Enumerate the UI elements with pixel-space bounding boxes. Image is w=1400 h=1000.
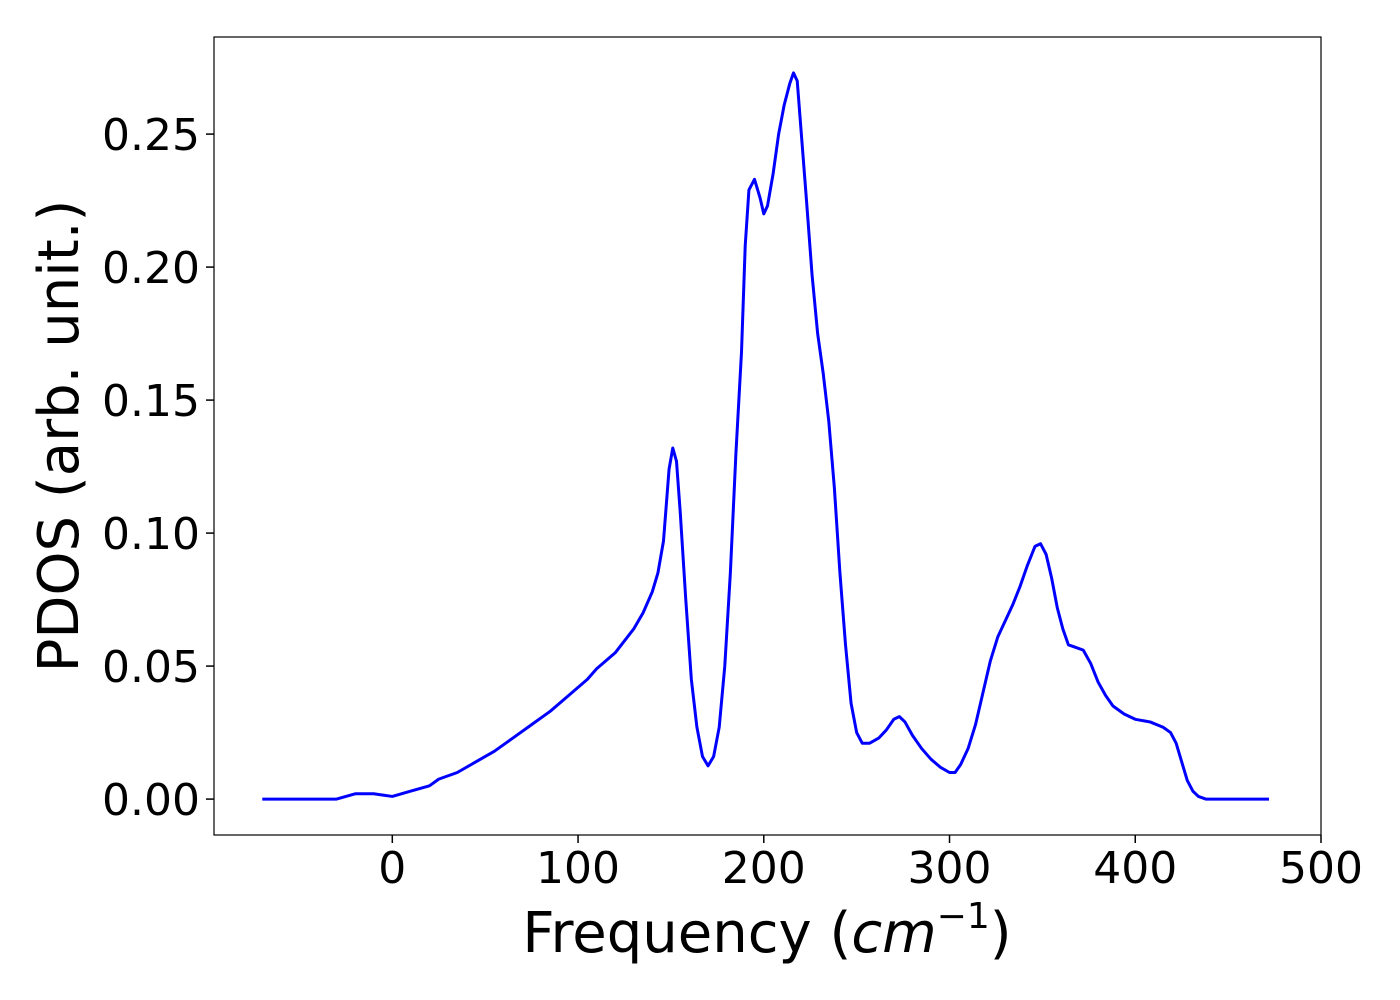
x-axis-label: Frequency (cm−1) [522,896,1011,966]
y-tick-label: 0.05 [102,642,200,693]
y-axis-label: PDOS (arb. unit.) [27,200,92,673]
x-label-part: Frequency ( [522,901,851,966]
x-tick-label: 0 [378,843,406,894]
y-tick-label: 0.20 [102,243,200,294]
x-label-part: −1 [937,896,990,937]
x-tick-label: 400 [1093,843,1177,894]
y-tick-label: 0.15 [102,376,200,427]
y-tick-label: 0.00 [102,775,200,826]
x-label-part: cm [851,901,936,966]
plot-frame [213,36,1322,836]
x-tick-label: 100 [536,843,620,894]
x-tick-label: 200 [722,843,806,894]
x-tick-label: 300 [908,843,992,894]
x-label-part: ) [990,901,1012,966]
data-line [262,71,1269,801]
y-tick-label: 0.10 [102,509,200,560]
x-tick-label: 500 [1279,843,1363,894]
y-tick-label: 0.25 [102,110,200,161]
